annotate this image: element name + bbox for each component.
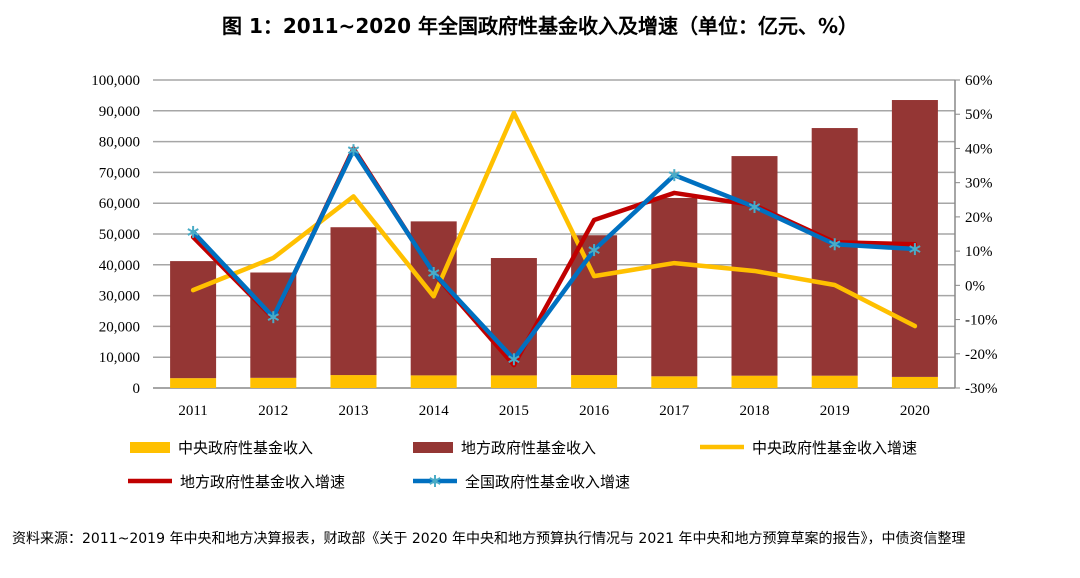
right-tick-label: 30% (965, 176, 993, 192)
left-tick-label: 50,000 (99, 227, 140, 243)
bar-central (651, 376, 698, 388)
bar-local (571, 235, 618, 376)
legend-swatch (413, 442, 453, 453)
bar-local (731, 156, 778, 376)
x-tick-label: 2016 (579, 403, 610, 419)
x-tick-label: 2014 (419, 403, 450, 419)
left-tick-label: 30,000 (99, 289, 140, 305)
bar-central (891, 376, 938, 388)
legend-label: 地方政府性基金收入 (461, 439, 596, 457)
x-tick-label: 2013 (339, 403, 369, 419)
bar-local (170, 261, 217, 379)
bar-central (330, 375, 377, 388)
left-tick-label: 0 (133, 381, 141, 397)
axes: 0 10,000 20,000 30,000 40,000 50,000 60,000 70,… (91, 73, 997, 419)
bar-central (490, 375, 537, 388)
bars (170, 100, 938, 388)
data-point-marker (909, 245, 921, 253)
x-tick-label: 2015 (499, 403, 529, 419)
line-national-growth (190, 147, 918, 362)
legend-label: 地方政府性基金收入增速 (180, 473, 345, 491)
line-central-growth (190, 110, 918, 329)
source-note: 资料来源：2011~2019 年中央和地方决算报表，财政部《关于 2020 年中… (12, 531, 966, 547)
bar-central (571, 375, 618, 388)
x-tick-label: 2017 (659, 403, 690, 419)
right-tick-label: -30% (965, 381, 998, 397)
right-tick-label: 0% (965, 278, 985, 294)
legend-label: 中央政府性基金收入增速 (752, 439, 917, 457)
bar-local (891, 100, 938, 377)
lines (187, 110, 921, 368)
data-point-marker (427, 269, 440, 277)
left-tick-label: 100,000 (91, 73, 140, 89)
data-point-marker (828, 240, 841, 249)
left-tick-label: 80,000 (99, 135, 140, 151)
right-tick-label: 40% (965, 141, 993, 157)
left-tick-label: 10,000 (99, 350, 140, 366)
bar-central (410, 375, 457, 388)
right-tick-label: -20% (965, 347, 998, 363)
bar-central (811, 375, 858, 388)
left-tick-label: 90,000 (99, 104, 140, 120)
legend-label: 全国政府性基金收入增速 (465, 473, 630, 491)
left-tick-label: 20,000 (99, 319, 140, 335)
x-tick-label: 2018 (740, 403, 770, 419)
bar-central (170, 378, 217, 388)
data-point-marker (508, 355, 520, 364)
data-point-marker (347, 146, 360, 155)
bar-local (330, 227, 377, 376)
legend-label: 中央政府性基金收入 (178, 439, 313, 457)
right-tick-label: -10% (965, 313, 998, 329)
data-point-marker (748, 203, 761, 211)
chart-title: 图 1：2011~2020 年全国政府性基金收入及增速（单位：亿元、%） (222, 14, 858, 38)
right-tick-label: 50% (965, 107, 993, 123)
right-tick-label: 10% (965, 244, 993, 260)
bar-central (250, 377, 297, 388)
left-tick-label: 70,000 (99, 165, 140, 181)
bar-central (731, 375, 778, 388)
bar-local (811, 128, 858, 376)
bar-local (651, 197, 698, 377)
legend: 中央政府性基金收入 地方政府性基金收入 中央政府性基金收入增速地方政府性基金收入增速… (128, 439, 917, 491)
right-tick-label: 20% (965, 210, 993, 226)
left-tick-label: 40,000 (99, 258, 140, 274)
legend-swatch (130, 442, 170, 453)
x-tick-label: 2019 (820, 403, 850, 419)
left-tick-label: 60,000 (99, 196, 140, 212)
right-tick-label: 60% (965, 73, 993, 89)
x-tick-label: 2012 (258, 403, 288, 419)
data-point-marker (668, 171, 681, 180)
x-tick-label: 2020 (900, 403, 930, 419)
data-point-marker (588, 246, 600, 254)
data-point-marker (187, 228, 199, 236)
x-tick-label: 2011 (178, 403, 207, 419)
legend-marker (429, 477, 441, 485)
data-point-marker (267, 313, 280, 322)
